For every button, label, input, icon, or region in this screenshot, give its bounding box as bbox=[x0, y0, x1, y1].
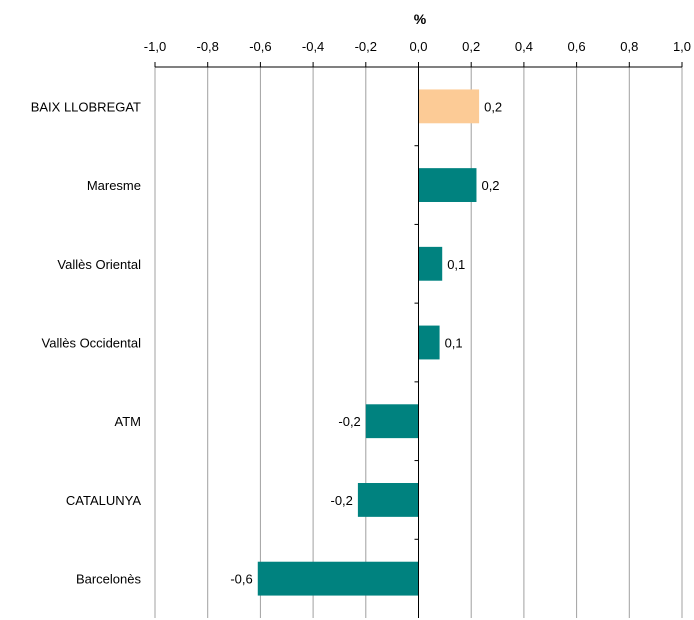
x-tick-label: 1,0 bbox=[673, 39, 691, 54]
axes bbox=[154, 62, 683, 618]
category-label: BAIX LLOBREGAT bbox=[31, 99, 141, 114]
bar bbox=[418, 325, 440, 360]
bars bbox=[257, 89, 480, 596]
category-label: CATALUNYA bbox=[66, 493, 141, 508]
data-label: 0,1 bbox=[445, 336, 463, 351]
x-tick-label: -0,6 bbox=[249, 39, 271, 54]
data-label: -0,2 bbox=[330, 493, 352, 508]
bar bbox=[257, 561, 419, 596]
bar bbox=[418, 89, 480, 124]
x-tick-label: -0,2 bbox=[355, 39, 377, 54]
data-label: -0,6 bbox=[230, 572, 252, 587]
data-label: 0,2 bbox=[481, 178, 499, 193]
x-tick-label: 0,8 bbox=[620, 39, 638, 54]
x-tick-label: -1,0 bbox=[144, 39, 166, 54]
category-label: Maresme bbox=[87, 178, 141, 193]
x-tick-label: 0,0 bbox=[409, 39, 427, 54]
grid-lines bbox=[154, 67, 683, 618]
x-tick-label: -0,4 bbox=[302, 39, 324, 54]
data-label: 0,1 bbox=[447, 257, 465, 272]
category-label: Barcelonès bbox=[76, 572, 142, 587]
x-tick-label: 0,6 bbox=[568, 39, 586, 54]
bar bbox=[418, 168, 477, 202]
x-tick-label: -0,8 bbox=[196, 39, 218, 54]
data-label: 0,2 bbox=[484, 99, 502, 114]
bar bbox=[365, 404, 419, 439]
category-label: ATM bbox=[115, 414, 141, 429]
labels: -1,0 -0,8 -0,6 -0,4 -0,2 0,0 0,2 0,4 0,6 0,8 1,0 BA… bbox=[31, 39, 691, 587]
x-tick-label: 0,2 bbox=[462, 39, 480, 54]
bar bbox=[418, 246, 443, 281]
x-tick-label: 0,4 bbox=[515, 39, 533, 54]
category-label: Vallès Oriental bbox=[57, 257, 141, 272]
bar bbox=[357, 483, 419, 517]
category-label: Vallès Occidental bbox=[42, 336, 142, 351]
data-label: -0,2 bbox=[338, 414, 360, 429]
x-axis-title: % bbox=[414, 11, 427, 27]
